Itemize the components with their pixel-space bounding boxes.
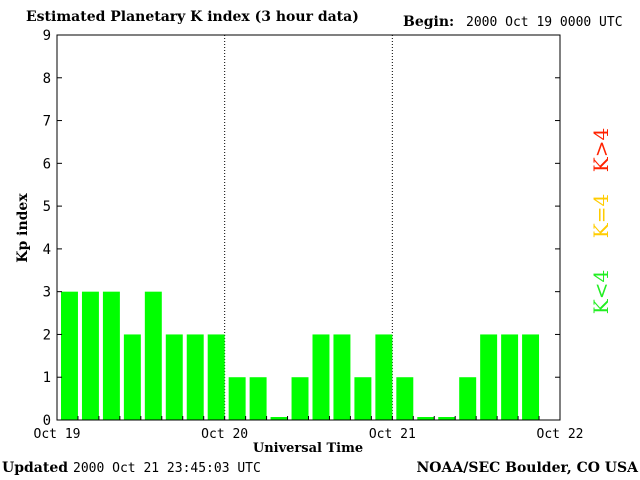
begin-label: Begin: [403,14,455,30]
x-tick-label-0: Oct 19 [34,427,81,442]
y-tick-label-9: 9 [43,28,51,44]
y-tick-label-6: 6 [43,156,51,172]
bar-0 [61,291,78,420]
bar-20 [480,334,498,420]
legend-entry-2: K>4 [589,128,613,172]
legend-entry-1: K=4 [589,194,613,238]
x-tick-label-2: Oct 21 [369,427,416,442]
y-tick-label-4: 4 [43,242,51,258]
bar-2 [102,291,120,420]
bar-13 [333,334,351,420]
bar-22 [522,334,540,420]
grid [224,35,393,420]
x-tick-label-3: Oct 22 [537,427,584,442]
bar-11 [291,377,309,420]
bar-15 [375,334,393,420]
credit: NOAA/SEC Boulder, CO USA [416,460,639,476]
bar-10 [270,417,288,420]
bar-6 [186,334,204,420]
bar-19 [459,377,477,420]
y-tick-labels: 0 1 2 3 4 5 6 7 8 9 [43,28,51,429]
y-tick-label-7: 7 [43,114,51,130]
y-tick-label-3: 3 [43,285,51,301]
bar-3 [123,334,141,420]
legend: K<4 K=4 K>4 [589,128,613,314]
bars [61,291,540,420]
x-tick-label-1: Oct 20 [201,427,248,442]
chart-title: Estimated Planetary K index (3 hour data… [26,9,359,25]
y-tick-label-1: 1 [43,370,51,386]
bar-12 [312,334,330,420]
updated-label: Updated [2,460,69,476]
bar-4 [144,291,162,420]
y-tick-label-8: 8 [43,71,51,87]
bar-9 [249,377,267,420]
x-tick-labels: Oct 19 Oct 20 Oct 21 Oct 22 [34,427,584,442]
bar-1 [81,291,99,420]
y-axis-label: Kp index [15,193,31,263]
legend-entry-0: K<4 [589,270,613,314]
bar-8 [228,377,246,420]
y-tick-label-5: 5 [43,199,51,215]
x-axis-label: Universal Time [253,441,363,456]
bar-17 [417,417,435,420]
axes [56,34,561,421]
bar-18 [438,417,456,420]
bar-16 [396,377,414,420]
bar-14 [354,377,372,420]
bar-5 [165,334,183,420]
y-tick-label-0: 0 [43,413,51,429]
bar-21 [501,334,519,420]
bar-7 [207,334,225,420]
y-tick-label-2: 2 [43,327,51,343]
updated-value: 2000 Oct 21 23:45:03 UTC [73,461,261,476]
begin-value: 2000 Oct 19 0000 UTC [466,15,623,30]
